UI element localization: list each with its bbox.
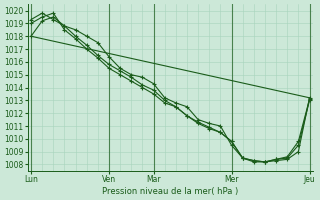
X-axis label: Pression niveau de la mer( hPa ): Pression niveau de la mer( hPa ) (102, 187, 238, 196)
